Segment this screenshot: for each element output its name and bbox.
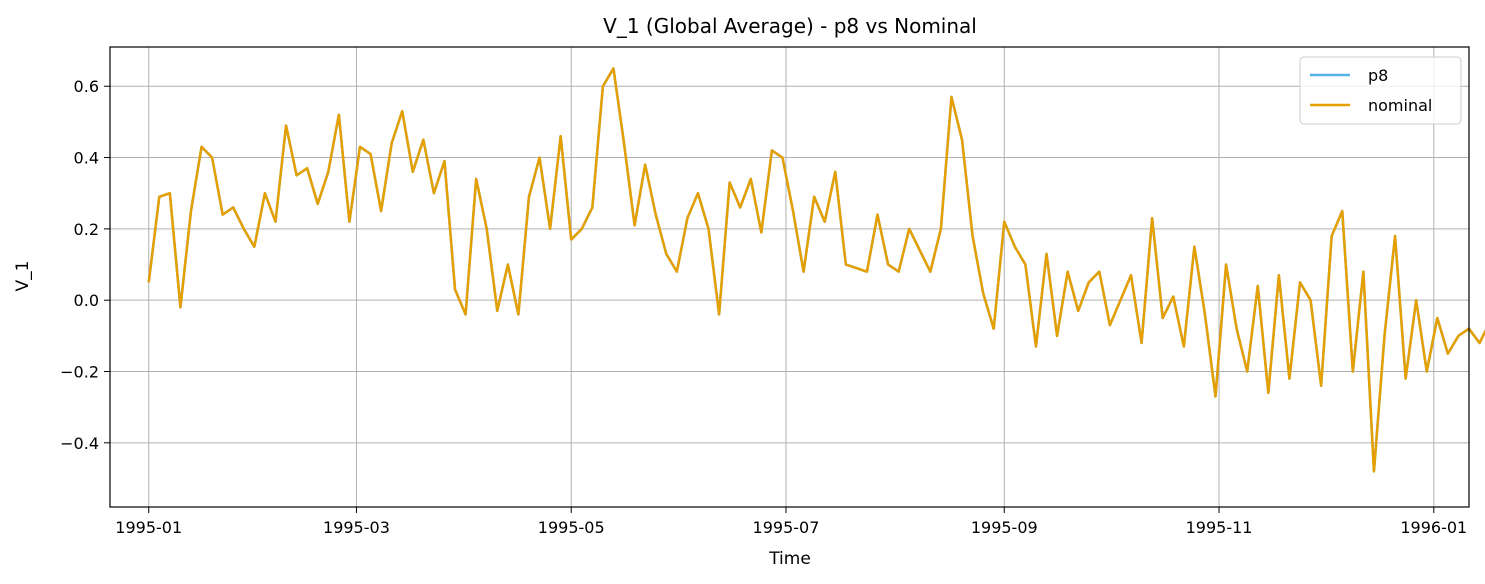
x-tick-label: 1995-01 [115,518,182,537]
x-tick-label: 1995-03 [323,518,390,537]
x-tick-label: 1995-05 [538,518,605,537]
y-tick-label: 0.0 [74,291,99,310]
y-tick-label: 0.6 [74,77,99,96]
x-axis-ticks: 1995-01 1995-03 1995-05 1995-07 1995-09 1995-… [115,507,1467,537]
x-tick-label: 1996-01 [1400,518,1467,537]
y-gridlines [110,85,1469,444]
x-tick-label: 1995-09 [971,518,1038,537]
y-tick-label: 0.2 [74,220,99,239]
x-tick-label: 1995-07 [753,518,820,537]
x-tick-label: 1995-11 [1186,518,1253,537]
y-tick-label: −0.2 [60,362,99,381]
x-axis-label: Time [768,549,811,569]
series-line-nominal [147,67,1485,473]
plot-frame [109,46,1470,508]
legend-label-nominal: nominal [1368,96,1432,115]
y-tick-label: 0.4 [74,149,99,168]
chart-title: V_1 (Global Average) - p8 vs Nominal [603,14,977,38]
y-axis-ticks: −0.4 −0.2 0.0 0.2 0.4 0.6 [60,77,110,453]
series-layer [147,67,1485,473]
legend-label-p8: p8 [1368,66,1388,85]
y-axis-label: V_1 [13,261,33,292]
legend: p8 nominal [1299,56,1462,125]
y-tick-label: −0.4 [60,434,99,453]
